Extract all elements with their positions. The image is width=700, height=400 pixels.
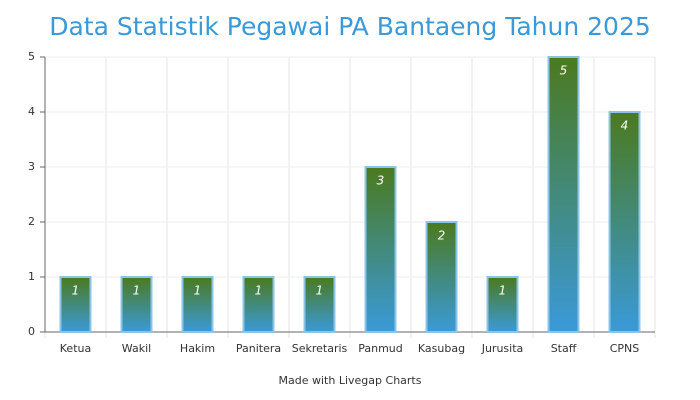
value-label: 3 [377,174,385,188]
bar [120,276,153,333]
value-label: 1 [72,284,80,298]
y-tick-label: 1 [28,270,35,283]
x-tick-label: Wakil [122,342,151,355]
x-tick-label: Staff [551,342,577,355]
x-tick-label: Kasubag [418,342,465,355]
bar [608,111,641,333]
value-label: 1 [316,284,324,298]
x-tick-label: CPNS [610,342,640,355]
y-tick-label: 0 [28,325,35,338]
bar [59,276,92,333]
bar [425,221,458,333]
x-tick-label: Panmud [358,342,403,355]
value-label: 1 [194,284,202,298]
value-label: 4 [621,119,629,133]
value-label: 1 [133,284,141,298]
x-tick-label: Panitera [236,342,281,355]
bar [181,276,214,333]
value-label: 2 [438,229,446,243]
bar [547,56,580,333]
y-tick-label: 5 [28,50,35,63]
bar [486,276,519,333]
y-tick-label: 2 [28,215,35,228]
chart-title: Data Statistik Pegawai PA Bantaeng Tahun… [49,12,651,41]
y-tick-label: 3 [28,160,35,173]
bar [303,276,336,333]
x-tick-label: Ketua [60,342,91,355]
credit: Made with Livegap Charts [279,374,422,387]
bar [364,166,397,333]
x-tick-label: Hakim [180,342,215,355]
x-tick-label: Jurusita [481,342,524,355]
y-tick-label: 4 [28,105,35,118]
value-label: 1 [255,284,263,298]
x-tick-label: Sekretaris [292,342,348,355]
value-label: 1 [499,284,507,298]
bar [242,276,275,333]
value-label: 5 [560,64,568,78]
